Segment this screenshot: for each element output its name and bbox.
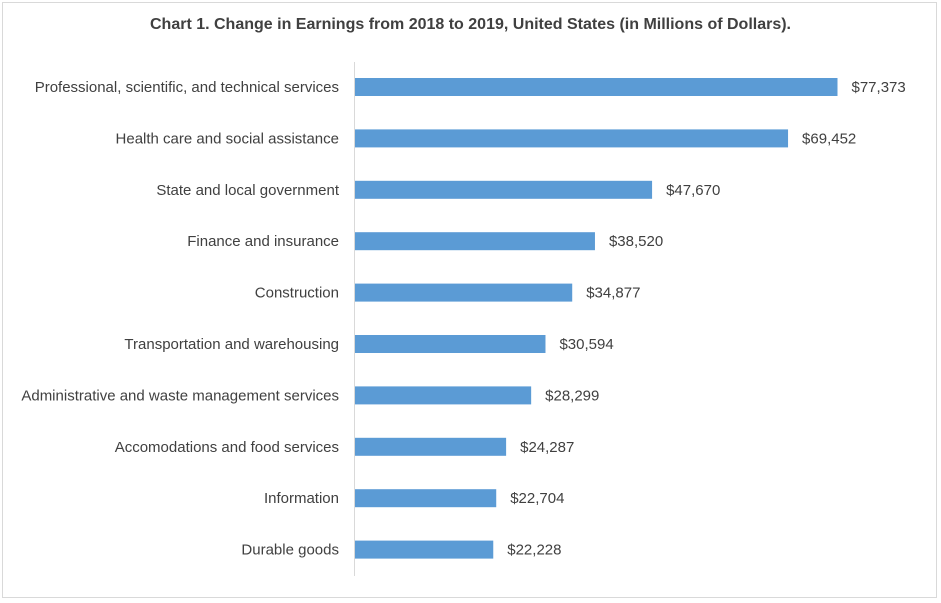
category-label: Professional, scientific, and technical … <box>35 79 339 96</box>
value-label: $47,670 <box>666 182 720 199</box>
bar <box>354 232 595 251</box>
value-label: $30,594 <box>559 336 613 353</box>
chart-title: Chart 1. Change in Earnings from 2018 to… <box>149 16 791 33</box>
value-label: $28,299 <box>545 387 599 404</box>
bar <box>354 437 507 456</box>
bar <box>354 283 573 302</box>
value-label: $34,877 <box>586 285 640 302</box>
value-label: $24,287 <box>520 439 574 456</box>
category-label: State and local government <box>156 182 339 199</box>
category-label: Administrative and waste management serv… <box>21 387 339 404</box>
bars-group <box>354 78 838 559</box>
bar <box>354 129 789 148</box>
category-label: Durable goods <box>241 542 339 559</box>
category-label: Health care and social assistance <box>116 130 339 147</box>
bar <box>354 386 532 405</box>
value-label: $22,704 <box>510 490 564 507</box>
value-label: $69,452 <box>802 130 856 147</box>
bar <box>354 335 546 353</box>
category-labels-group: Professional, scientific, and technical … <box>21 79 339 559</box>
category-label: Construction <box>255 285 339 302</box>
bar <box>354 78 838 96</box>
value-label: $77,373 <box>852 79 906 96</box>
value-label: $38,520 <box>609 233 663 250</box>
bar <box>354 489 497 508</box>
category-label: Accomodations and food services <box>115 439 339 456</box>
value-label: $22,228 <box>507 542 561 559</box>
category-label: Information <box>264 490 339 507</box>
category-label: Finance and insurance <box>187 233 339 250</box>
bar <box>354 180 653 199</box>
bar <box>354 540 494 559</box>
value-labels-group: $77,373 $69,452 $47,670 $38,520 $34,877 $30,5… <box>507 79 905 559</box>
category-label: Transportation and warehousing <box>124 336 339 353</box>
